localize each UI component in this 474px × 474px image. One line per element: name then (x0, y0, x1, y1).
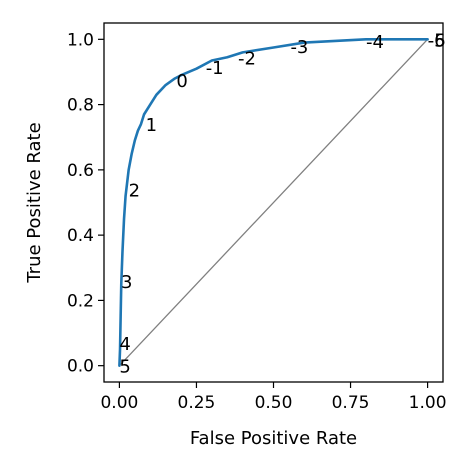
y-tick-label: 0.8 (67, 96, 94, 116)
threshold-label: 2 (129, 180, 140, 201)
lines-layer (118, 38, 429, 367)
threshold-label: 1 (146, 115, 157, 136)
threshold-label: -3 (290, 37, 308, 58)
x-tick-label: 0.25 (178, 393, 216, 413)
x-tick-label: 0.75 (332, 393, 370, 413)
threshold-label: -6 (428, 30, 446, 51)
chance-diagonal-line (118, 38, 429, 367)
x-tick-label: 1.00 (409, 393, 447, 413)
roc-curve-line (118, 38, 429, 367)
x-tick-label: 0.50 (255, 393, 293, 413)
x-tick-label: 0.00 (100, 393, 138, 413)
threshold-label: 4 (119, 334, 130, 355)
y-axis-label: True Positive Rate (24, 122, 45, 283)
plot-frame (103, 22, 444, 383)
ticks-layer: 0.00 0.25 0.50 0.75 1.00 0.0 0.2 0.4 0.6 0.8 1.0 (67, 30, 447, 413)
threshold-label: -4 (366, 32, 384, 53)
threshold-label: -1 (206, 58, 224, 79)
y-tick-label: 1.0 (67, 30, 94, 50)
threshold-labels-layer: 54 3 2 1 0 -1 -2 -3 -4 -5-6 (119, 30, 445, 377)
threshold-label: 0 (176, 71, 187, 92)
y-tick-label: 0.0 (67, 357, 94, 377)
y-tick-label: 0.6 (67, 161, 94, 181)
threshold-label: -5 (428, 30, 446, 51)
threshold-label: 5 (119, 357, 130, 378)
x-axis-label: False Positive Rate (190, 428, 357, 449)
y-tick-label: 0.4 (67, 226, 94, 246)
threshold-label: -2 (238, 48, 256, 69)
y-tick-label: 0.2 (67, 291, 94, 311)
threshold-label: 3 (121, 272, 132, 293)
